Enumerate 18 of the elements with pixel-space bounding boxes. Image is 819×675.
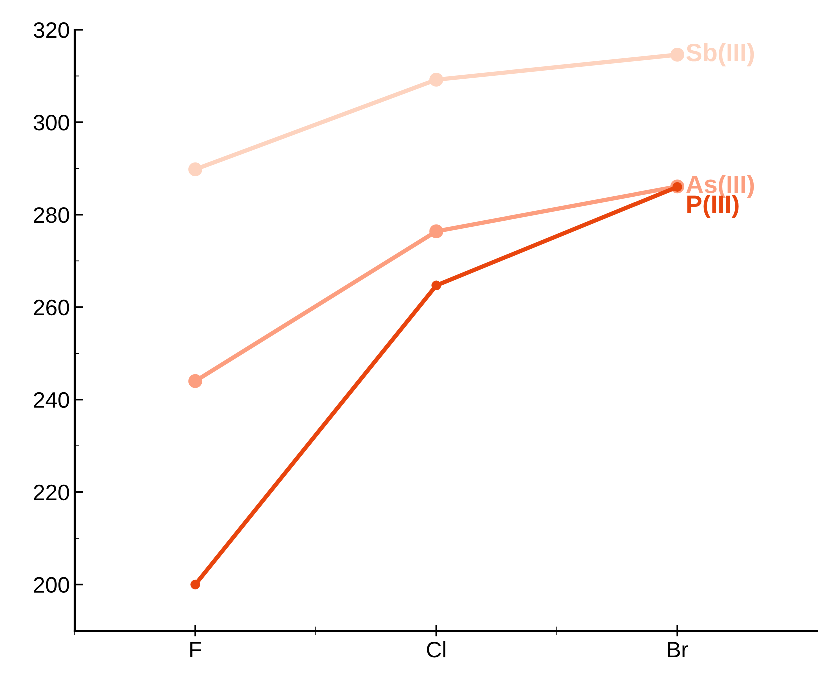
y-tick-label: 240 [34, 392, 70, 408]
x-tick-label: F [190, 642, 202, 658]
y-tick-label: 200 [34, 577, 70, 594]
y-tick-label: 220 [34, 484, 70, 501]
point [432, 280, 442, 291]
point [670, 48, 685, 62]
point [188, 162, 202, 177]
point [190, 580, 200, 590]
y-tick-label: 280 [34, 207, 70, 224]
y-tick-label: 320 [34, 22, 70, 38]
point [430, 72, 444, 87]
series-label: Sb(III) [686, 43, 754, 67]
x-tick-label: Br [668, 642, 688, 658]
point [430, 224, 444, 239]
point [188, 374, 202, 388]
x-tick-label: Cl [427, 641, 446, 658]
y-tick-label: 300 [34, 114, 70, 131]
y-tick-label: 260 [34, 300, 70, 316]
